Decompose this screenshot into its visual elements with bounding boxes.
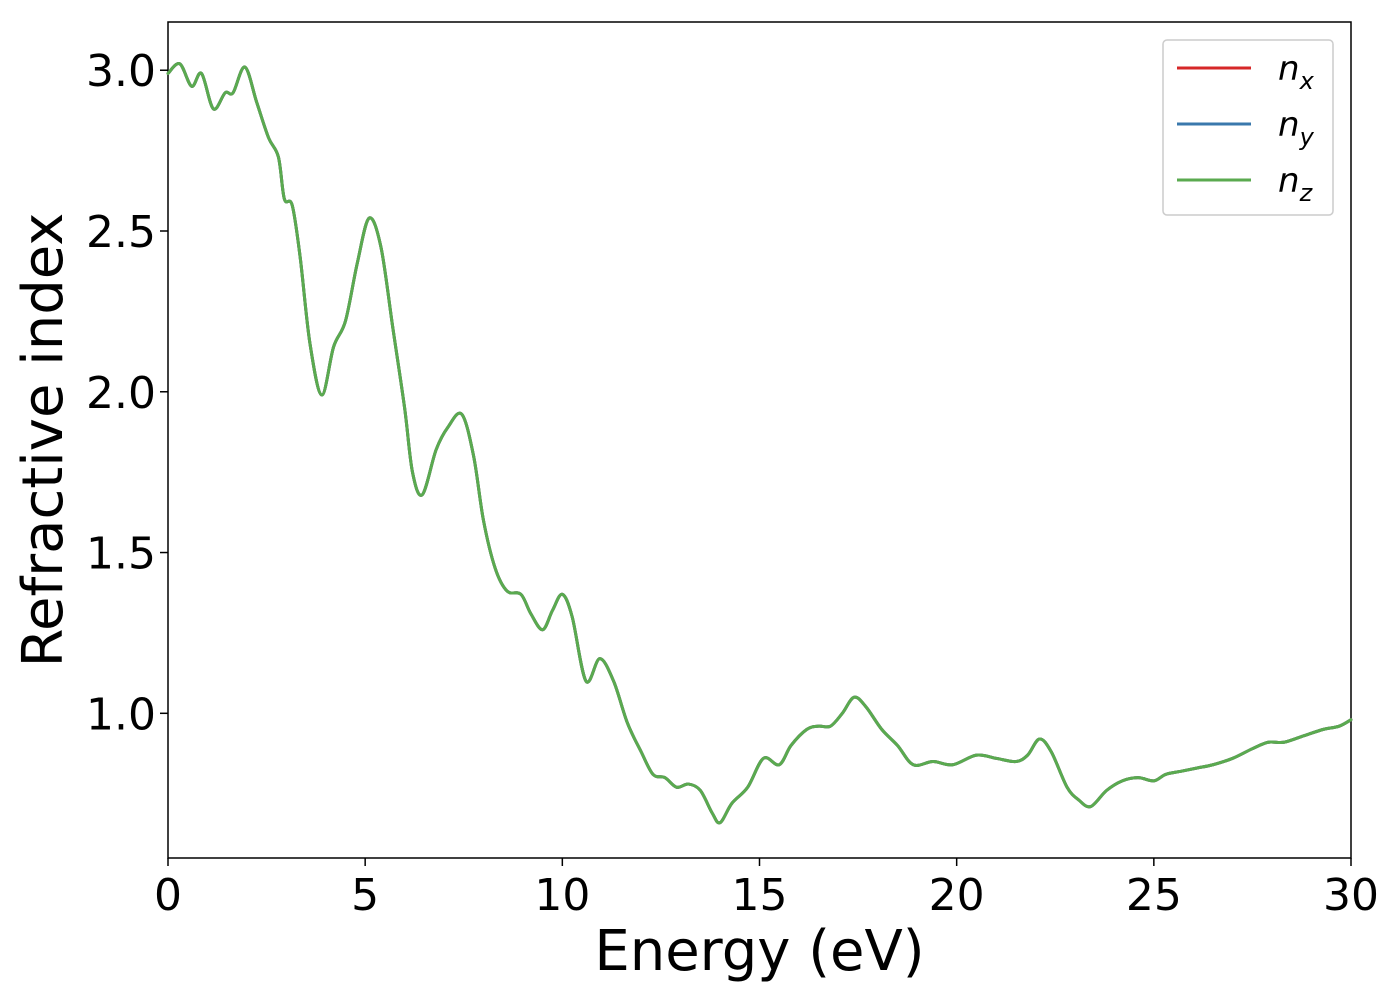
y-tick-label: 2.5 bbox=[86, 207, 156, 258]
x-tick-label: 20 bbox=[929, 870, 985, 921]
y-axis-ticks: 1.0 1.5 2.0 2.5 3.0 bbox=[86, 46, 168, 740]
series-layer bbox=[166, 62, 1353, 825]
x-tick-label: 25 bbox=[1126, 870, 1182, 921]
legend-label-subscript: z bbox=[1299, 179, 1314, 207]
x-axis-label: Energy (eV) bbox=[594, 919, 924, 984]
x-axis-ticks: 0 5 10 15 20 25 30 bbox=[154, 858, 1379, 921]
x-tick-label: 15 bbox=[732, 870, 788, 921]
x-tick-label: 10 bbox=[534, 870, 590, 921]
x-tick-label: 0 bbox=[154, 870, 182, 921]
legend-label-x: nx bbox=[1278, 49, 1315, 95]
y-tick-label: 1.5 bbox=[86, 529, 156, 580]
legend-box bbox=[1162, 39, 1334, 216]
legend-label-subscript: y bbox=[1299, 123, 1315, 151]
series-line-z bbox=[166, 62, 1353, 825]
legend-label-y: ny bbox=[1278, 105, 1315, 151]
legend-label-subscript: x bbox=[1299, 67, 1315, 95]
y-tick-label: 1.0 bbox=[86, 689, 156, 740]
y-tick-label: 2.0 bbox=[86, 368, 156, 419]
legend-label-z: nz bbox=[1278, 161, 1314, 207]
legend-label-base: n bbox=[1278, 161, 1300, 201]
x-tick-label: 30 bbox=[1323, 870, 1379, 921]
y-axis-label: Refractive index bbox=[11, 213, 76, 668]
legend-label-base: n bbox=[1278, 105, 1300, 145]
y-tick-label: 3.0 bbox=[86, 46, 156, 97]
legend-label-base: n bbox=[1278, 49, 1300, 89]
x-tick-label: 5 bbox=[351, 870, 379, 921]
